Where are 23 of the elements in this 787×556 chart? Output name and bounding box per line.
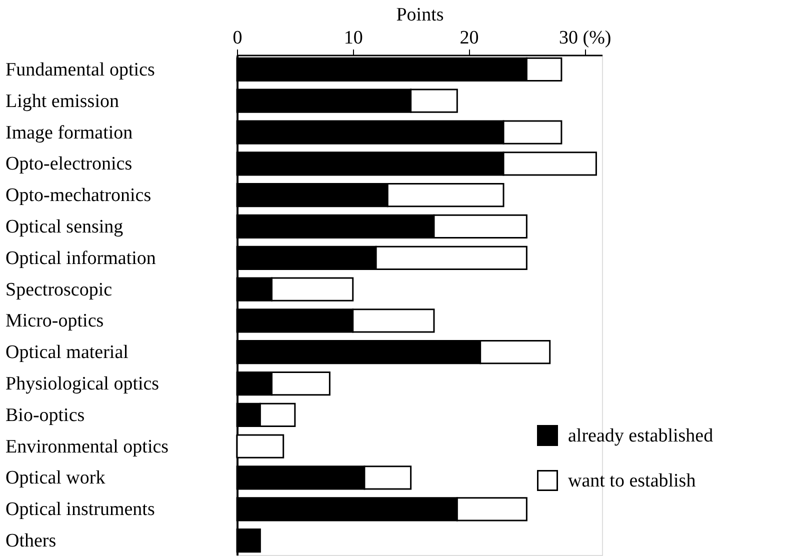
x-tick-label: 0 — [232, 28, 242, 48]
legend-label: want to establish — [568, 470, 696, 492]
y-tick-label: Bio-optics — [6, 404, 85, 426]
y-tick-label: Micro-optics — [6, 310, 104, 332]
y-tick-label: Fundamental optics — [6, 59, 155, 80]
y-tick-label: Spectroscopic — [6, 279, 112, 300]
y-tick-label: Optical material — [6, 342, 128, 364]
y-tick-label: Opto-electronics — [6, 154, 132, 175]
y-tick-label: Image formation — [6, 122, 134, 144]
y-tick-label: Others — [6, 530, 56, 552]
y-tick-label: Environmental optics — [6, 436, 169, 458]
y-tick-label: Optical sensing — [6, 216, 124, 238]
x-tick-label: 10 — [344, 28, 363, 48]
y-tick-label: Optical instruments — [6, 499, 155, 520]
y-tick-label: Light emission — [6, 90, 120, 112]
y-tick-label: Physiological optics — [6, 374, 160, 395]
x-tick-label: 20 — [460, 28, 479, 48]
x-tick-label: 30 (%) — [559, 28, 612, 48]
x-axis-title: Points — [396, 4, 444, 26]
legend-label: already established — [568, 426, 714, 446]
y-tick-label: Optical information — [6, 248, 156, 269]
y-tick-label: Optical work — [6, 468, 106, 489]
y-tick-label: Opto-mechatronics — [6, 185, 152, 206]
